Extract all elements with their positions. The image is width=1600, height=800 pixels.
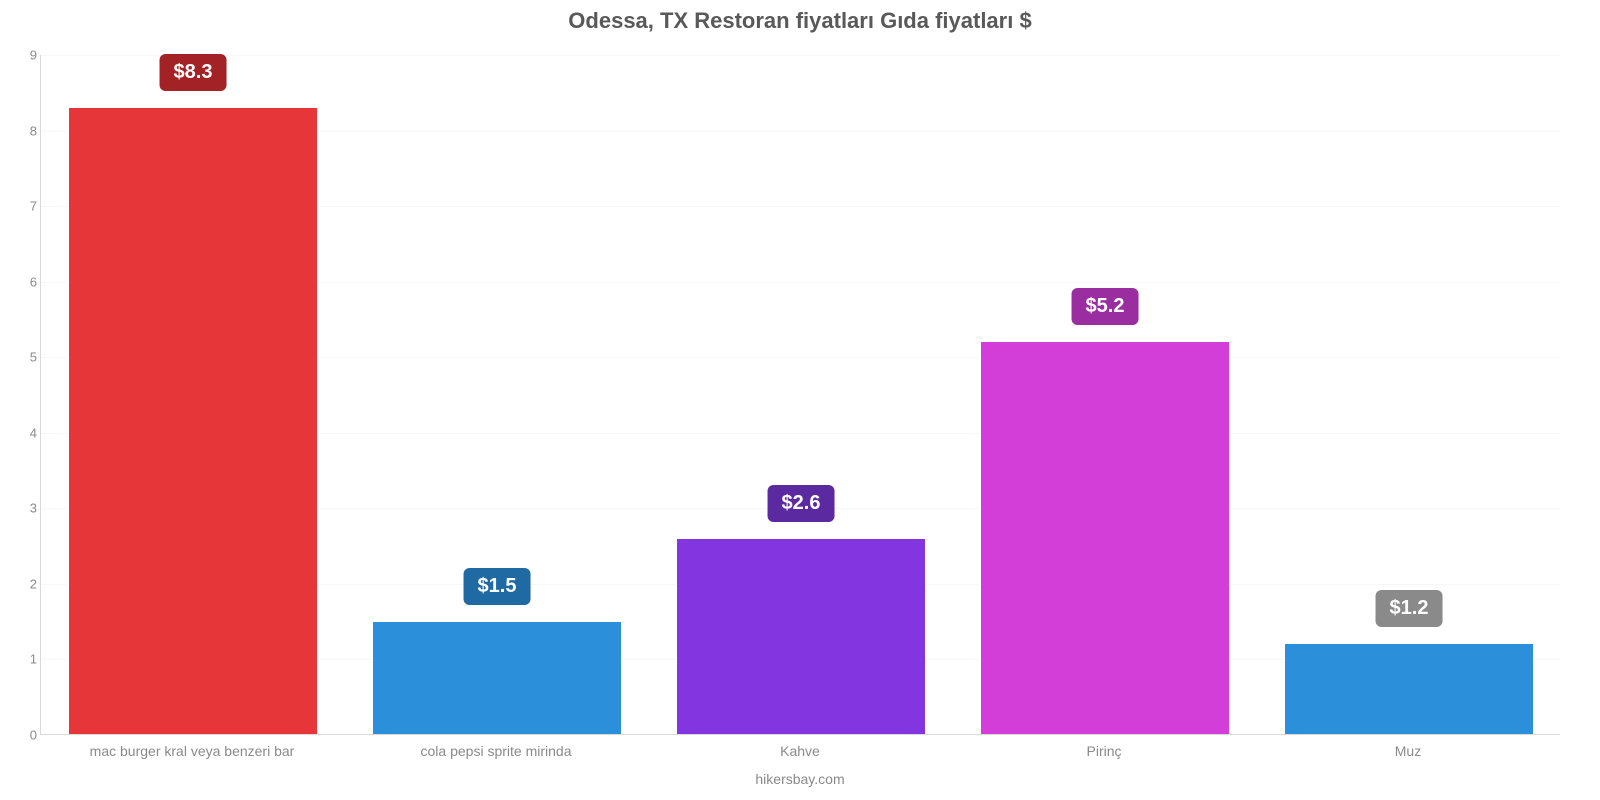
y-tick-label: 8 xyxy=(13,123,37,138)
price-bar-chart: Odessa, TX Restoran fiyatları Gıda fiyat… xyxy=(0,0,1600,800)
value-badge: $5.2 xyxy=(1072,288,1139,325)
source-credit: hikersbay.com xyxy=(0,771,1600,787)
bar xyxy=(980,341,1229,734)
bar xyxy=(1284,643,1533,734)
chart-title: Odessa, TX Restoran fiyatları Gıda fiyat… xyxy=(0,8,1600,34)
y-tick-label: 5 xyxy=(13,350,37,365)
bars-layer: $8.3 $1.5 $2.6 $5.2 $1.2 xyxy=(41,55,1560,734)
x-axis-label: Kahve xyxy=(780,743,820,759)
x-axis-label: Muz xyxy=(1395,743,1421,759)
value-badge: $1.2 xyxy=(1376,590,1443,627)
x-axis-label: cola pepsi sprite mirinda xyxy=(421,743,572,759)
x-axis-label: Pirinç xyxy=(1086,743,1121,759)
y-tick-label: 3 xyxy=(13,501,37,516)
bar xyxy=(372,621,621,734)
y-tick-label: 4 xyxy=(13,425,37,440)
value-badge: $8.3 xyxy=(160,54,227,91)
y-tick-label: 6 xyxy=(13,274,37,289)
y-tick-label: 7 xyxy=(13,199,37,214)
y-tick-label: 0 xyxy=(13,728,37,743)
x-axis-labels: mac burger kral veya benzeri bar cola pep… xyxy=(0,743,1600,767)
x-axis-label: mac burger kral veya benzeri bar xyxy=(90,743,295,759)
value-badge: $2.6 xyxy=(768,485,835,522)
plot-area: 0123456789 $8.3$1.5$2.6$5.2$1.2 xyxy=(40,55,1560,735)
y-tick-label: 9 xyxy=(13,48,37,63)
bar xyxy=(676,538,925,734)
y-tick-label: 2 xyxy=(13,576,37,591)
bar xyxy=(68,107,317,734)
y-tick-label: 1 xyxy=(13,652,37,667)
value-badge: $1.5 xyxy=(464,568,531,605)
